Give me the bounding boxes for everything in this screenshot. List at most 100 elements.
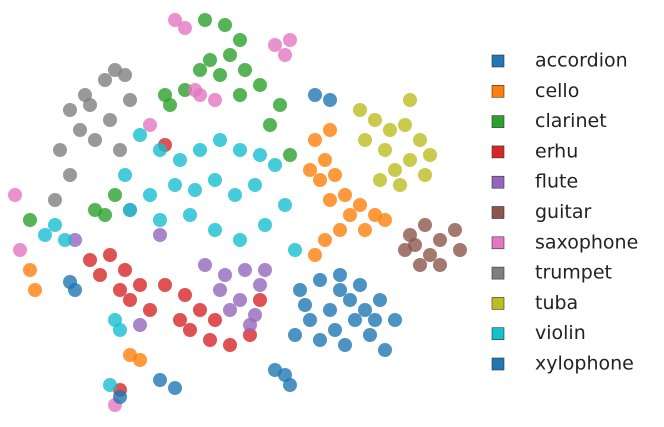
point [223, 48, 237, 62]
point [88, 133, 102, 147]
point [253, 148, 267, 162]
point [253, 278, 267, 292]
point [313, 173, 327, 187]
legend-swatch [491, 145, 505, 159]
point [403, 153, 417, 167]
point [168, 178, 182, 192]
point [93, 268, 107, 282]
point [393, 178, 407, 192]
point [98, 208, 112, 222]
point [388, 163, 402, 177]
point [308, 88, 322, 102]
point [298, 298, 312, 312]
point [378, 343, 392, 357]
point [113, 390, 127, 404]
point [238, 263, 252, 277]
point [73, 123, 87, 137]
plot-area [8, 13, 467, 412]
point [323, 303, 337, 317]
legend-label: tuba [535, 292, 578, 314]
point [378, 143, 392, 157]
point [273, 98, 287, 112]
point [413, 133, 427, 147]
point [208, 223, 222, 237]
point [223, 338, 237, 352]
point [293, 283, 307, 297]
point [233, 293, 247, 307]
legend-label: violin [535, 322, 586, 344]
point [218, 18, 232, 32]
legend-swatch [491, 175, 505, 189]
point [423, 248, 437, 262]
point [163, 98, 177, 112]
point [228, 188, 242, 202]
point [433, 258, 447, 272]
point [303, 313, 317, 327]
point [313, 273, 327, 287]
legend-label: guitar [535, 201, 591, 223]
point [348, 313, 362, 327]
point [53, 143, 67, 157]
point [118, 168, 132, 182]
point [388, 313, 402, 327]
point [258, 263, 272, 277]
point [103, 248, 117, 262]
point [178, 21, 192, 35]
point [113, 283, 127, 297]
point [258, 218, 272, 232]
point [178, 83, 192, 97]
point [268, 38, 282, 52]
point [68, 283, 82, 297]
point [353, 198, 367, 212]
point [378, 213, 392, 227]
point [193, 143, 207, 157]
point [98, 73, 112, 87]
point [133, 278, 147, 292]
point [83, 98, 97, 112]
legend-swatch [491, 85, 505, 98]
point [153, 373, 167, 387]
legend-swatch [491, 206, 505, 219]
point [63, 168, 77, 182]
legend-swatch [491, 54, 505, 68]
point [223, 303, 237, 317]
point [193, 63, 207, 77]
point [278, 198, 292, 212]
point [243, 318, 257, 332]
point [183, 323, 197, 337]
point [308, 133, 322, 147]
point [123, 93, 137, 107]
point [358, 303, 372, 317]
point [23, 213, 37, 227]
point [233, 88, 247, 102]
point [383, 123, 397, 137]
point [48, 218, 62, 232]
point [338, 338, 352, 352]
point [113, 323, 127, 337]
point [368, 313, 382, 327]
point [323, 123, 337, 137]
point [283, 148, 297, 162]
point [278, 368, 292, 382]
point [63, 103, 77, 117]
point [358, 223, 372, 237]
point [418, 218, 432, 232]
point [333, 268, 347, 282]
point [118, 68, 132, 82]
legend-swatch [491, 357, 505, 371]
point [423, 148, 437, 162]
point [373, 173, 387, 187]
point [333, 283, 347, 297]
point [253, 293, 267, 307]
point [173, 313, 187, 327]
point [323, 93, 337, 107]
point [233, 33, 247, 47]
point [263, 118, 277, 132]
point [418, 168, 432, 182]
point [108, 188, 122, 202]
point [48, 193, 62, 207]
point [233, 233, 247, 247]
point [123, 293, 137, 307]
point [133, 128, 147, 142]
legend-label: cello [535, 80, 579, 102]
